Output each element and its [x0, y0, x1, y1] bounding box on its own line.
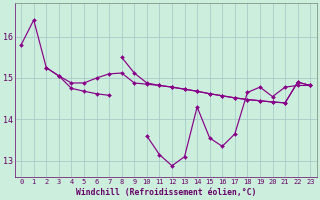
- X-axis label: Windchill (Refroidissement éolien,°C): Windchill (Refroidissement éolien,°C): [76, 188, 256, 197]
